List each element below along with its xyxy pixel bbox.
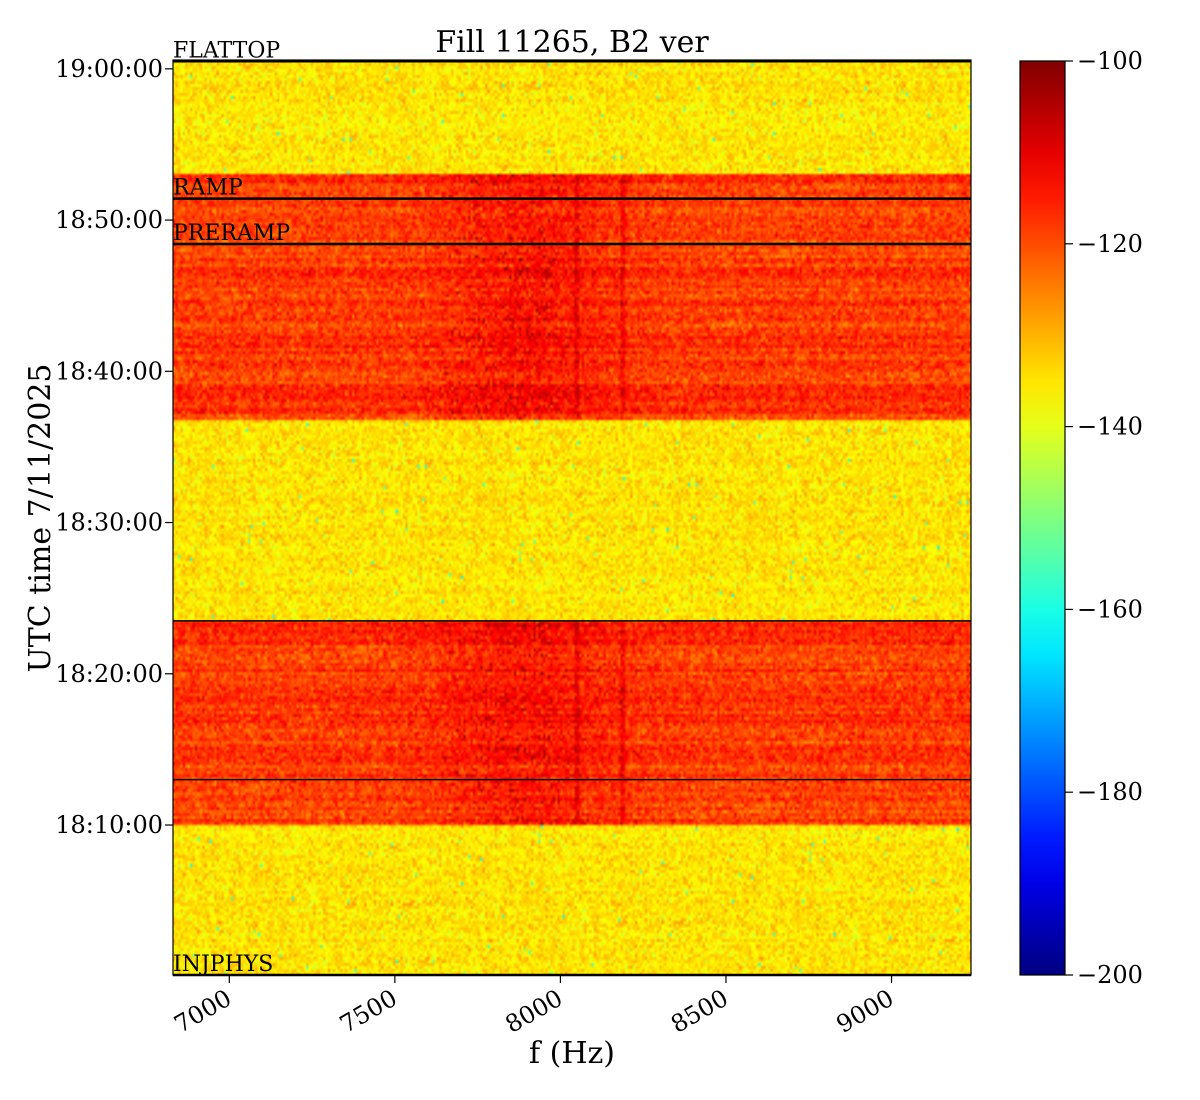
x-tick-label: 9000 xyxy=(832,984,899,1039)
colorbar-ticks: −200 −180 −160 −140 −120 −100 xyxy=(1065,47,1143,989)
x-tick-label: 7500 xyxy=(335,984,402,1039)
x-tick-label: 8500 xyxy=(666,984,733,1039)
time-marker-lines: INJPHYS PRERAMP RAMP FLATTOP xyxy=(173,38,971,977)
y-tick-label: 18:10:00 xyxy=(55,811,163,839)
colorbar-frame xyxy=(1019,60,1066,976)
beam-mode-label-flattop: FLATTOP xyxy=(173,38,280,63)
beam-mode-label-ramp: RAMP xyxy=(173,176,243,201)
x-tick-label: 8000 xyxy=(501,984,568,1039)
chart-title: Fill 11265, B2 ver xyxy=(435,25,709,60)
colorbar-scale xyxy=(1020,61,1065,975)
colorbar-tick-label: −100 xyxy=(1077,47,1143,75)
y-tick-label: 19:00:00 xyxy=(55,55,163,83)
y-tick-label: 18:40:00 xyxy=(55,357,163,385)
colorbar: −200 −180 −160 −140 −120 −100 xyxy=(1019,47,1143,989)
x-axis-ticks: 7000 7500 8000 8500 9000 xyxy=(169,975,899,1039)
plot-frame xyxy=(172,59,972,976)
colorbar-tick-label: −140 xyxy=(1077,413,1143,441)
x-axis-label: f (Hz) xyxy=(529,1036,615,1071)
colorbar-tick-label: −200 xyxy=(1077,961,1143,989)
y-tick-label: 18:50:00 xyxy=(55,206,163,234)
y-axis-label: UTC time 7/11/2025 xyxy=(23,364,58,673)
colorbar-tick-label: −180 xyxy=(1077,778,1143,806)
x-tick-label: 7000 xyxy=(169,984,236,1039)
plot-area: INJPHYS PRERAMP RAMP FLATTOP xyxy=(172,38,972,977)
y-axis-ticks: 18:10:00 18:20:00 18:30:00 18:40:00 18:50:00… xyxy=(55,55,173,839)
y-tick-label: 18:20:00 xyxy=(55,660,163,688)
beam-mode-label-injphys: INJPHYS xyxy=(173,952,273,977)
colorbar-tick-label: −160 xyxy=(1077,595,1143,623)
colorbar-tick-label: −120 xyxy=(1077,230,1143,258)
heatmap-image xyxy=(173,60,971,975)
beam-mode-label-preramp: PRERAMP xyxy=(173,221,290,246)
y-tick-label: 18:30:00 xyxy=(55,509,163,537)
